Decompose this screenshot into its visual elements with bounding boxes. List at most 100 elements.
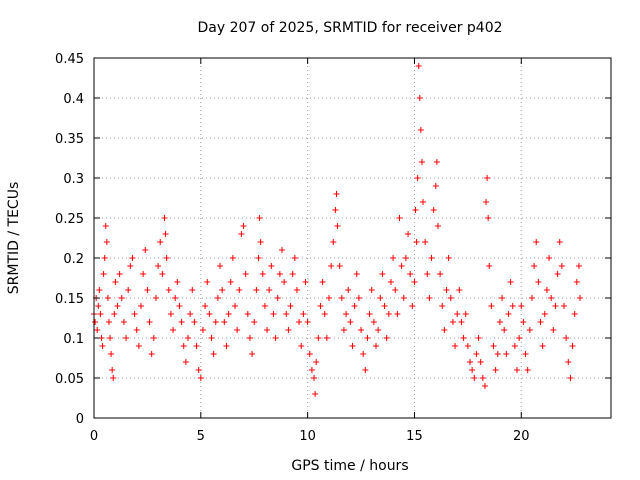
data-point xyxy=(110,375,117,381)
data-point xyxy=(261,303,268,309)
data-point xyxy=(133,327,140,333)
data-point xyxy=(385,311,392,317)
data-point xyxy=(575,263,582,269)
data-point xyxy=(471,375,478,381)
data-point xyxy=(138,303,144,309)
data-point xyxy=(161,215,168,221)
data-point xyxy=(97,311,104,317)
data-point xyxy=(100,271,107,277)
data-point xyxy=(373,343,379,349)
data-point xyxy=(257,239,264,245)
data-point xyxy=(445,255,452,261)
data-point xyxy=(144,287,151,293)
data-point xyxy=(494,351,501,357)
data-point xyxy=(104,295,111,301)
data-point xyxy=(102,223,109,229)
data-point xyxy=(162,231,169,237)
data-point xyxy=(347,319,354,325)
data-point xyxy=(473,351,480,357)
data-point xyxy=(353,271,360,277)
data-point xyxy=(285,327,292,333)
data-point xyxy=(308,367,315,373)
data-point xyxy=(197,375,204,381)
data-point xyxy=(343,311,350,317)
data-point xyxy=(146,319,153,325)
data-point xyxy=(328,263,335,269)
data-point xyxy=(187,311,194,317)
data-point xyxy=(481,383,488,389)
data-point xyxy=(467,359,473,365)
data-point xyxy=(558,263,565,269)
data-point xyxy=(306,351,313,357)
data-point xyxy=(319,279,326,285)
data-point xyxy=(437,271,444,277)
data-point xyxy=(548,295,555,301)
data-point xyxy=(94,327,101,333)
data-point xyxy=(140,271,147,277)
data-point xyxy=(332,207,339,213)
data-point xyxy=(486,263,493,269)
data-point xyxy=(490,343,497,349)
y-axis-label: SRMTID / TECUs xyxy=(6,182,22,295)
y-tick-label: 0.35 xyxy=(55,132,84,147)
data-point xyxy=(485,215,492,221)
data-point xyxy=(266,287,273,293)
data-point xyxy=(242,271,249,277)
data-point xyxy=(469,367,476,373)
data-point xyxy=(434,223,441,229)
data-point xyxy=(561,303,567,309)
data-point xyxy=(125,287,132,293)
data-point xyxy=(464,343,471,349)
data-point xyxy=(289,271,296,277)
data-point xyxy=(550,327,557,333)
axis-ticks xyxy=(93,57,611,419)
data-point xyxy=(379,271,386,277)
data-point xyxy=(533,239,540,245)
data-point xyxy=(217,263,224,269)
data-point xyxy=(195,367,202,373)
y-tick-label: 0.15 xyxy=(55,292,84,307)
data-point xyxy=(127,263,134,269)
data-point xyxy=(150,335,157,341)
data-point xyxy=(189,287,196,293)
data-point xyxy=(272,335,279,341)
data-point xyxy=(281,279,288,285)
data-point xyxy=(199,327,206,333)
data-point xyxy=(300,311,307,317)
data-point xyxy=(105,319,112,325)
data-point xyxy=(417,127,424,133)
data-point xyxy=(443,287,450,293)
data-point xyxy=(412,207,419,213)
data-point xyxy=(338,295,345,301)
data-point xyxy=(573,279,580,285)
data-point xyxy=(114,303,121,309)
data-point xyxy=(522,351,529,357)
data-point xyxy=(420,199,426,205)
data-point xyxy=(514,367,520,373)
data-point xyxy=(163,255,170,261)
data-point xyxy=(182,359,189,365)
data-point xyxy=(223,343,230,349)
data-point xyxy=(259,271,266,277)
x-tick-label: 20 xyxy=(513,429,530,444)
data-point xyxy=(563,335,570,341)
data-point xyxy=(165,287,172,293)
data-point xyxy=(398,263,405,269)
data-point xyxy=(96,287,103,293)
data-point xyxy=(313,359,320,365)
data-point xyxy=(503,351,510,357)
data-point xyxy=(528,295,535,301)
data-point xyxy=(109,367,116,373)
data-points xyxy=(91,63,584,397)
data-point xyxy=(148,351,155,357)
data-point xyxy=(219,287,226,293)
x-tick-label: 5 xyxy=(197,429,205,444)
data-point xyxy=(159,271,166,277)
data-point xyxy=(375,327,382,333)
data-point xyxy=(358,327,365,333)
data-point xyxy=(287,303,294,309)
data-point xyxy=(270,311,277,317)
data-point xyxy=(501,327,508,333)
grid xyxy=(94,58,611,418)
